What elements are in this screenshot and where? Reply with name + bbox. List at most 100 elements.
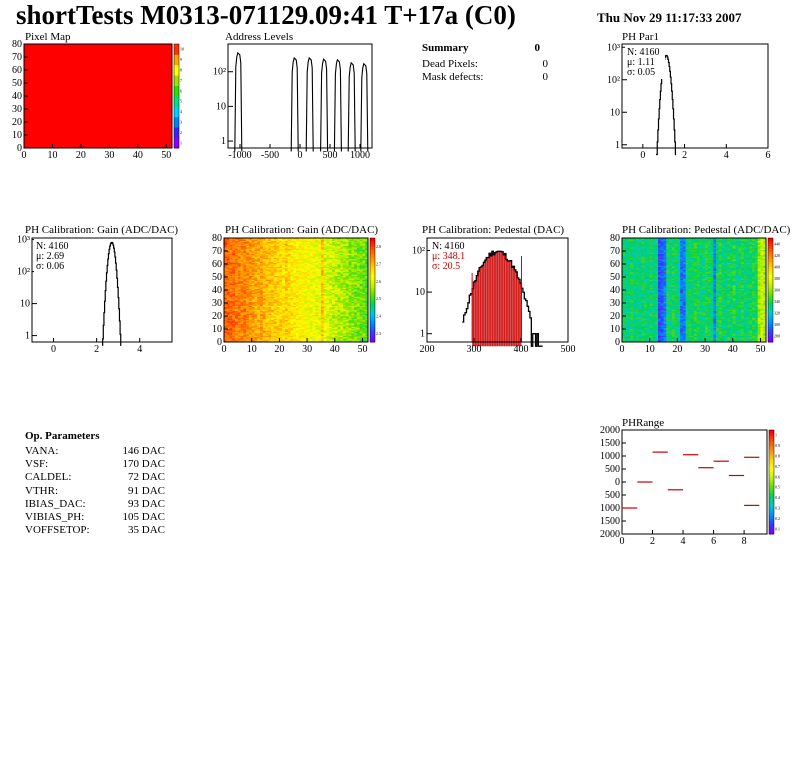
- heatmap-cell: [268, 322, 272, 325]
- heatmap-cell: [240, 244, 244, 247]
- heatmap-cell: [365, 247, 369, 249]
- heatmap-cell: [323, 293, 327, 296]
- heatmap-cell: [232, 264, 236, 266]
- heatmap-cell: [260, 271, 264, 274]
- heatmap-cell: [635, 292, 639, 295]
- heatmap-cell: [622, 334, 626, 336]
- heatmap-cell: [356, 266, 360, 269]
- heatmap-cell: [246, 277, 250, 279]
- histogram-line: [655, 54, 677, 156]
- heatmap-cell: [365, 261, 369, 263]
- heatmap-cell: [323, 251, 327, 253]
- heatmap-cell: [260, 295, 264, 297]
- heatmap-cell: [312, 305, 316, 308]
- heatmap-cell: [287, 275, 291, 278]
- heatmap-cell: [260, 244, 264, 247]
- heatmap-cell: [279, 319, 283, 322]
- x-tick-label: 1000: [350, 150, 370, 161]
- heatmap-cell: [323, 292, 327, 295]
- heatmap-cell: [290, 330, 294, 332]
- heatmap-cell: [240, 241, 244, 244]
- heatmap-cell: [329, 330, 333, 332]
- heatmap-cell: [309, 339, 313, 341]
- heatmap-cell: [624, 303, 628, 305]
- heatmap-cell: [332, 270, 336, 273]
- heatmap-cell: [235, 334, 239, 336]
- heatmap-cell: [359, 284, 363, 287]
- heatmap-cell: [337, 312, 341, 314]
- heatmap-cell: [226, 244, 230, 247]
- heatmap-cell: [362, 287, 366, 289]
- heatmap-cell: [290, 280, 294, 283]
- heatmap-cell: [251, 317, 255, 319]
- heatmap-cell: [304, 288, 308, 291]
- heatmap-cell: [329, 296, 333, 299]
- heatmap-cell: [298, 322, 302, 325]
- heatmap-cell: [257, 239, 261, 241]
- heatmap-cell: [284, 305, 288, 308]
- x-tick-label: 10: [47, 150, 57, 161]
- heatmap-cell: [284, 300, 288, 302]
- heatmap-cell: [340, 249, 344, 252]
- heatmap-cell: [329, 299, 333, 301]
- heatmap-cell: [630, 238, 634, 240]
- heatmap-cell: [282, 312, 286, 314]
- heatmap-cell: [268, 321, 272, 323]
- heatmap-cell: [340, 245, 344, 248]
- heatmap-cell: [298, 253, 302, 256]
- heatmap-cell: [268, 258, 272, 261]
- heatmap-cell: [318, 318, 322, 321]
- heatmap-cell: [340, 310, 344, 313]
- colorbar-cell: [370, 287, 375, 291]
- heatmap-cell: [329, 332, 333, 335]
- heatmap-cell: [318, 286, 322, 288]
- heatmap-cell: [232, 258, 236, 261]
- heatmap-cell: [638, 332, 642, 335]
- heatmap-cell: [237, 301, 241, 304]
- heatmap-cell: [304, 335, 308, 338]
- heatmap-cell: [622, 287, 626, 289]
- heatmap-cell: [271, 258, 275, 261]
- heatmap-cell: [307, 244, 311, 247]
- heatmap-cell: [276, 292, 280, 295]
- heatmap-cell: [340, 238, 344, 240]
- heatmap-cell: [279, 254, 283, 257]
- heatmap-cell: [309, 254, 313, 257]
- heatmap-cell: [337, 319, 341, 322]
- heatmap-cell: [293, 295, 297, 297]
- heatmap-cell: [309, 269, 313, 271]
- heatmap-cell: [248, 305, 252, 308]
- heatmap-cell: [271, 310, 275, 313]
- heatmap-cell: [340, 261, 344, 263]
- heatmap-cell: [635, 290, 639, 292]
- heatmap-cell: [635, 299, 639, 301]
- heatmap-cell: [365, 269, 369, 271]
- heatmap-cell: [343, 256, 347, 258]
- heatmap-cell: [318, 262, 322, 265]
- heatmap-cell: [348, 257, 352, 260]
- heatmap-cell: [326, 336, 330, 339]
- plot-frame: [426, 237, 569, 343]
- heatmap-cell: [340, 258, 344, 261]
- heatmap-cell: [240, 248, 244, 250]
- stats-line: N: 4160: [432, 241, 465, 252]
- heatmap-cell: [273, 317, 277, 319]
- heatmap-cell: [362, 261, 366, 263]
- heatmap-cell: [351, 334, 355, 336]
- heatmap-cell: [296, 288, 300, 291]
- heatmap-cell: [246, 241, 250, 244]
- heatmap-cell: [296, 244, 300, 247]
- heatmap-cell: [296, 277, 300, 279]
- y-tick-label: 70: [212, 246, 222, 257]
- heatmap-cell: [312, 334, 316, 336]
- heatmap-cell: [276, 274, 280, 276]
- heatmap-cell: [271, 239, 275, 241]
- heatmap-cell: [354, 310, 358, 313]
- heatmap-cell: [309, 291, 313, 293]
- heatmap-cell: [229, 334, 233, 336]
- heatmap-cell: [240, 249, 244, 252]
- heatmap-cell: [301, 249, 305, 252]
- heatmap-cell: [282, 278, 286, 280]
- heatmap-cell: [315, 277, 319, 279]
- heatmap-cell: [296, 330, 300, 332]
